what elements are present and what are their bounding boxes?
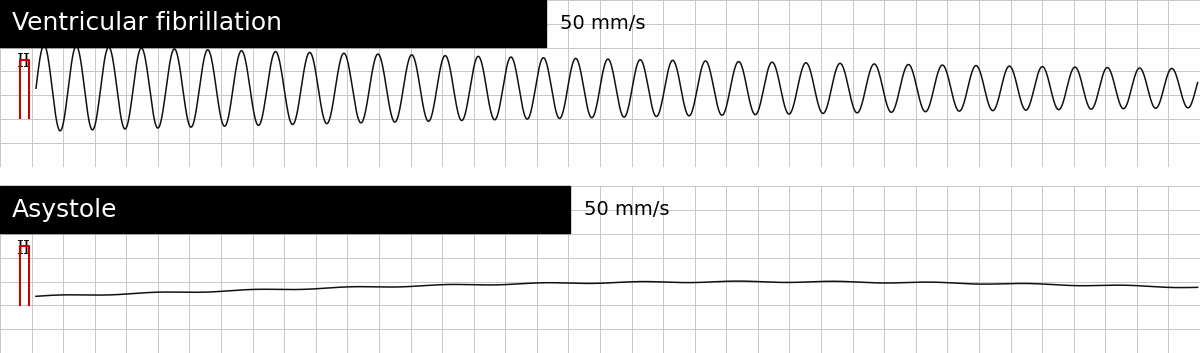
Text: 50 mm/s: 50 mm/s (560, 14, 646, 33)
Bar (0, 0, 546, 47)
Text: II: II (16, 240, 30, 258)
Text: Asystole: Asystole (12, 198, 118, 222)
Bar (0, 186, 570, 233)
Text: II: II (16, 53, 30, 71)
Text: Ventricular fibrillation: Ventricular fibrillation (12, 11, 282, 35)
Text: 50 mm/s: 50 mm/s (584, 200, 670, 219)
